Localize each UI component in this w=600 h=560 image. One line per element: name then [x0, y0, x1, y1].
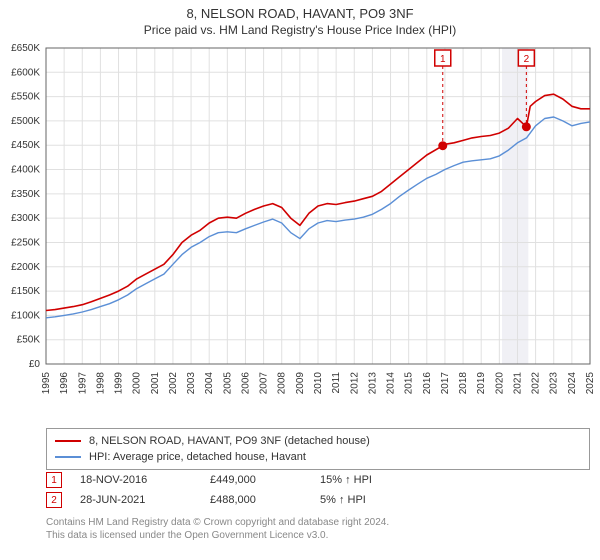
svg-text:2007: 2007	[259, 372, 270, 395]
sale-date: 18-NOV-2016	[80, 474, 210, 486]
license-line2: This data is licensed under the Open Gov…	[46, 529, 590, 542]
sale-price: £449,000	[210, 474, 320, 486]
svg-text:2017: 2017	[440, 372, 451, 395]
svg-text:2025: 2025	[585, 372, 596, 395]
svg-text:2008: 2008	[277, 372, 288, 395]
svg-text:£50K: £50K	[17, 335, 41, 346]
svg-text:£400K: £400K	[11, 165, 40, 176]
sale-price: £488,000	[210, 494, 320, 506]
svg-text:2024: 2024	[567, 372, 578, 395]
svg-text:£450K: £450K	[11, 140, 40, 151]
legend-label-series2: HPI: Average price, detached house, Hava…	[89, 451, 306, 463]
svg-text:2001: 2001	[150, 372, 161, 395]
legend: 8, NELSON ROAD, HAVANT, PO9 3NF (detache…	[46, 428, 590, 470]
sale-delta: 15% ↑ HPI	[320, 474, 430, 486]
sale-delta: 5% ↑ HPI	[320, 494, 430, 506]
svg-text:£250K: £250K	[11, 237, 40, 248]
sales-table: 1 18-NOV-2016 £449,000 15% ↑ HPI 2 28-JU…	[46, 470, 590, 510]
license-line1: Contains HM Land Registry data © Crown c…	[46, 516, 590, 529]
svg-text:2021: 2021	[512, 372, 523, 395]
sale-marker-1: 1	[46, 472, 62, 488]
svg-text:1998: 1998	[95, 372, 106, 395]
legend-row-series2: HPI: Average price, detached house, Hava…	[55, 449, 581, 465]
svg-text:£300K: £300K	[11, 213, 40, 224]
svg-text:1995: 1995	[41, 372, 52, 395]
svg-text:2012: 2012	[349, 372, 360, 395]
sale-marker-2: 2	[46, 492, 62, 508]
svg-text:2003: 2003	[186, 372, 197, 395]
page-title: 8, NELSON ROAD, HAVANT, PO9 3NF	[0, 0, 600, 21]
svg-text:2020: 2020	[494, 372, 505, 395]
svg-text:2015: 2015	[404, 372, 415, 395]
svg-text:£650K: £650K	[11, 43, 40, 54]
license-text: Contains HM Land Registry data © Crown c…	[46, 516, 590, 542]
legend-row-series1: 8, NELSON ROAD, HAVANT, PO9 3NF (detache…	[55, 433, 581, 449]
svg-text:2023: 2023	[549, 372, 560, 395]
page: 8, NELSON ROAD, HAVANT, PO9 3NF Price pa…	[0, 0, 600, 560]
sale-date: 28-JUN-2021	[80, 494, 210, 506]
svg-text:1999: 1999	[114, 372, 125, 395]
legend-swatch-series1	[55, 440, 81, 442]
sale-row: 1 18-NOV-2016 £449,000 15% ↑ HPI	[46, 470, 590, 490]
svg-text:2011: 2011	[331, 372, 342, 394]
legend-label-series1: 8, NELSON ROAD, HAVANT, PO9 3NF (detache…	[89, 435, 370, 447]
svg-text:2000: 2000	[132, 372, 143, 395]
page-subtitle: Price paid vs. HM Land Registry's House …	[0, 23, 600, 37]
chart-svg: £0£50K£100K£150K£200K£250K£300K£350K£400…	[46, 48, 590, 424]
svg-text:2002: 2002	[168, 372, 179, 395]
svg-text:£150K: £150K	[11, 286, 40, 297]
svg-text:£200K: £200K	[11, 262, 40, 273]
legend-swatch-series2	[55, 456, 81, 458]
svg-text:2014: 2014	[386, 372, 397, 395]
svg-text:2009: 2009	[295, 372, 306, 395]
svg-text:2: 2	[524, 54, 530, 65]
svg-text:2016: 2016	[422, 372, 433, 395]
svg-text:2018: 2018	[458, 372, 469, 395]
svg-text:2006: 2006	[240, 372, 251, 395]
svg-text:£100K: £100K	[11, 310, 40, 321]
svg-text:2004: 2004	[204, 372, 215, 395]
svg-text:£550K: £550K	[11, 92, 40, 103]
svg-text:£350K: £350K	[11, 189, 40, 200]
svg-text:£0: £0	[29, 359, 41, 370]
sale-row: 2 28-JUN-2021 £488,000 5% ↑ HPI	[46, 490, 590, 510]
svg-text:£600K: £600K	[11, 67, 40, 78]
svg-text:1997: 1997	[77, 372, 88, 395]
svg-text:2019: 2019	[476, 372, 487, 395]
svg-text:2010: 2010	[313, 372, 324, 395]
svg-text:£500K: £500K	[11, 116, 40, 127]
svg-text:2022: 2022	[531, 372, 542, 395]
svg-text:1: 1	[440, 54, 446, 65]
svg-text:2013: 2013	[367, 372, 378, 395]
svg-text:2005: 2005	[222, 372, 233, 395]
chart: £0£50K£100K£150K£200K£250K£300K£350K£400…	[46, 48, 590, 384]
svg-text:1996: 1996	[59, 372, 70, 395]
